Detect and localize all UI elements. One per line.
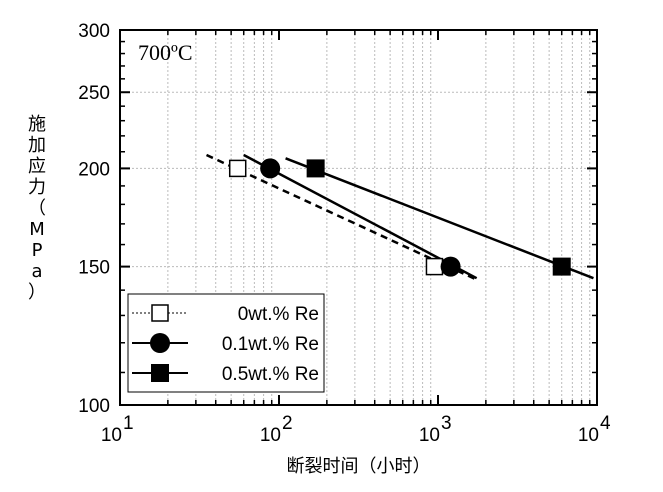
y-label-char: P (32, 240, 43, 261)
fit-lines (205, 153, 594, 282)
y-label-char: 加 (28, 135, 46, 156)
legend-marker-2 (151, 364, 169, 382)
x-tick-base: 10 (578, 425, 599, 446)
data-point-2-1 (552, 257, 571, 276)
x-tick-label: 101 (101, 413, 134, 446)
data-markers (228, 158, 571, 277)
x-tick-exponent: 1 (123, 413, 134, 434)
series-line-1 (243, 153, 478, 280)
legend: 0wt.% Re 0.1wt.% Re 0.5wt.% Re (127, 293, 325, 393)
plot-frame (119, 29, 598, 406)
data-point-2-0 (306, 159, 325, 178)
data-point-1-0 (260, 158, 281, 179)
y-label-char: 应 (28, 156, 46, 177)
y-tick-label: 100 (78, 396, 110, 417)
x-tick-base: 10 (260, 425, 281, 446)
axis-ticks (119, 29, 598, 406)
series-line-2 (285, 157, 594, 280)
y-label-char: ） (28, 282, 46, 303)
x-tick-exponent: 3 (441, 413, 452, 434)
y-label-char: a (31, 261, 42, 282)
legend-label-1: 0.1wt.% Re (222, 334, 319, 355)
legend-marker-1 (150, 333, 170, 353)
y-tick-label: 250 (78, 83, 110, 104)
legend-marker-0 (151, 304, 169, 322)
data-point-0-0 (228, 159, 247, 178)
y-label-char: M (29, 219, 45, 240)
x-tick-label: 103 (419, 413, 452, 446)
y-tick-label: 300 (78, 21, 110, 42)
y-tick-label: 200 (78, 159, 110, 180)
legend-label-0: 0wt.% Re (238, 304, 319, 325)
x-tick-base: 10 (101, 425, 122, 446)
x-tick-base: 10 (419, 425, 440, 446)
temperature-annotation: 700ºC (138, 40, 193, 65)
data-point-1-1 (440, 256, 461, 277)
y-tick-label: 150 (78, 258, 110, 279)
x-axis-label: 断裂时间（小时） (287, 456, 431, 477)
series-line-0 (205, 153, 480, 282)
legend-label-2: 0.5wt.% Re (222, 364, 319, 385)
data-point-0-1 (425, 257, 444, 276)
x-tick-exponent: 2 (282, 413, 293, 434)
x-tick-label: 104 (578, 413, 611, 446)
y-label-char: （ (28, 198, 46, 219)
x-tick-label: 102 (260, 413, 293, 446)
y-label-char: 施 (28, 114, 46, 135)
x-tick-exponent: 4 (600, 413, 611, 434)
y-label-char: 力 (28, 177, 46, 198)
